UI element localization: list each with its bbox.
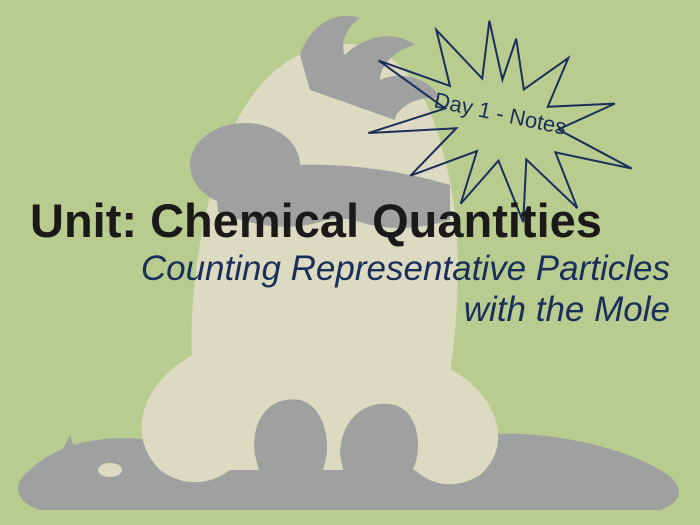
subtitle-line-1: Counting Representative Particles	[141, 249, 670, 288]
title-block: Unit: Chemical Quantities Counting Repre…	[30, 196, 670, 330]
subtitle-line-2: with the Mole	[464, 290, 670, 329]
unit-subtitle: Counting Representative Particles with t…	[30, 249, 670, 330]
slide: Day 1 - Notes Unit: Chemical Quantities …	[0, 0, 700, 525]
unit-title: Unit: Chemical Quantities	[30, 196, 670, 245]
